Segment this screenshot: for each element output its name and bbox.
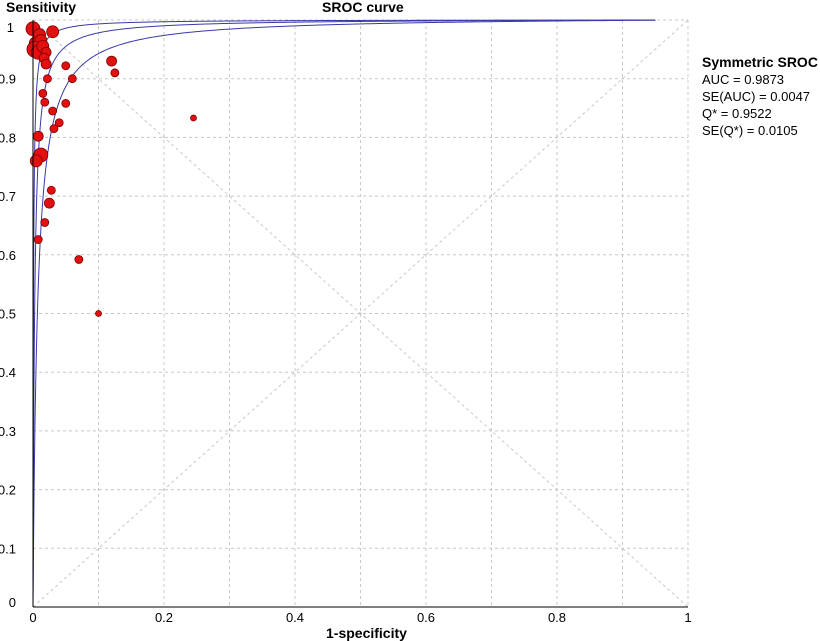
- study-point: [40, 58, 52, 70]
- legend-se-q-star: SE(Q*) = 0.0105: [702, 123, 798, 138]
- study-point: [33, 235, 43, 244]
- y-tick-label: 0.2: [0, 483, 16, 498]
- y-tick-label: 0.6: [0, 248, 16, 263]
- study-point: [40, 97, 50, 107]
- study-point: [38, 88, 48, 98]
- study-point: [54, 118, 64, 128]
- study-point: [40, 218, 50, 227]
- x-tick-label: 1: [684, 610, 691, 625]
- legend-auc: AUC = 0.9873: [702, 72, 784, 87]
- study-point: [48, 106, 58, 116]
- study-point: [43, 74, 52, 84]
- chart-title: SROC curve: [322, 0, 404, 15]
- symmetry-diagonal: [32, 19, 689, 608]
- y-tick-label: 0.8: [0, 130, 16, 145]
- study-point: [61, 61, 71, 71]
- x-tick-label: 0.4: [286, 610, 304, 625]
- x-tick-label: 0.6: [417, 610, 435, 625]
- y-tick-label: 0: [9, 595, 16, 610]
- x-axis-label: 1-specificity: [326, 625, 407, 641]
- study-point: [29, 154, 43, 168]
- stats-legend: Symmetric SROC AUC = 0.9873 SE(AUC) = 0.…: [702, 54, 818, 138]
- sroc-curve-line: [32, 19, 656, 592]
- study-point: [74, 255, 84, 264]
- study-point: [110, 68, 120, 78]
- study-point: [46, 185, 56, 195]
- study-point: [106, 55, 117, 67]
- axes: [32, 20, 688, 608]
- sroc-curve-line: [32, 19, 656, 606]
- x-tick-label: 0: [29, 610, 36, 625]
- y-tick-label: 0.5: [0, 307, 16, 322]
- study-point: [190, 114, 197, 122]
- study-point: [46, 25, 60, 39]
- study-point: [43, 197, 55, 209]
- study-point: [67, 74, 77, 84]
- legend-title: Symmetric SROC: [702, 54, 818, 70]
- y-axis-label: Sensitivity: [6, 0, 76, 15]
- legend-q-star: Q* = 0.9522: [702, 106, 772, 121]
- x-tick-label: 0.2: [155, 610, 173, 625]
- study-point: [32, 130, 44, 142]
- y-tick-label: 1: [7, 20, 14, 35]
- sroc-curves: [32, 19, 656, 606]
- y-tick-label: 0.9: [0, 72, 16, 87]
- y-tick-label: 0.1: [0, 541, 16, 556]
- tick-labels: 0 0.1 0.2 0.3 0.4 0.5 0.6 0.7 0.8 0.9 1 0 0.2 0.4 0.6 0…: [0, 20, 692, 625]
- study-point: [95, 310, 102, 317]
- legend-se-auc: SE(AUC) = 0.0047: [702, 89, 810, 104]
- grid-lines: [32, 19, 689, 608]
- y-tick-label: 0.4: [0, 365, 16, 380]
- x-tick-label: 0.8: [548, 610, 566, 625]
- sroc-curve-line: [32, 19, 656, 603]
- study-point: [61, 98, 71, 108]
- y-tick-label: 0.7: [0, 189, 16, 204]
- study-point: [49, 124, 59, 133]
- y-tick-label: 0.3: [0, 424, 16, 439]
